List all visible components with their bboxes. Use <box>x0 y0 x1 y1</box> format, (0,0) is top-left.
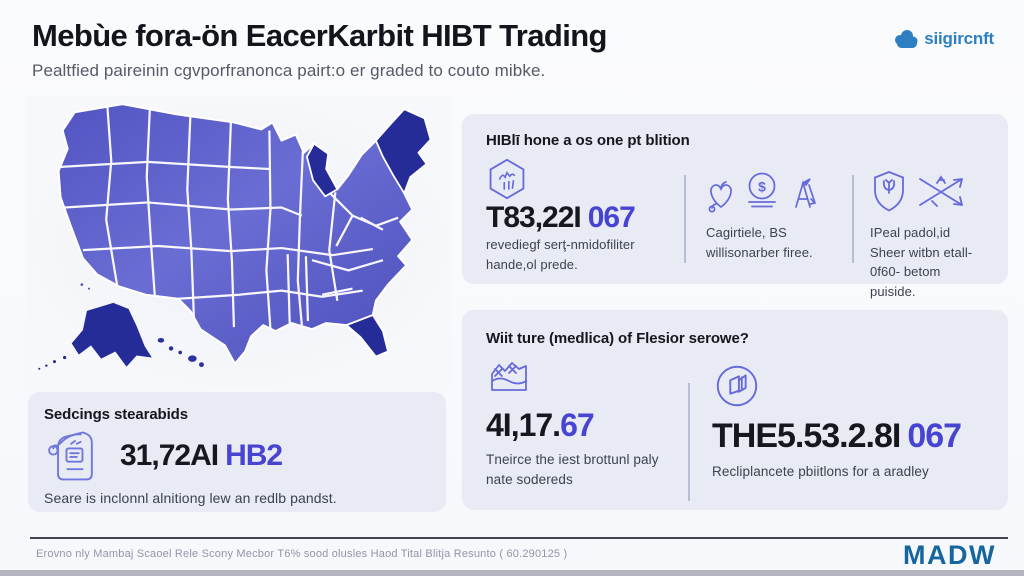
settings-value: 31,72AI HB2 <box>120 439 283 472</box>
state-florida <box>345 314 389 358</box>
state-michigan <box>306 142 339 198</box>
question-item: 4I,17.67 Tneirce the iest brottunl paly … <box>486 357 686 507</box>
stat-item: T83,22I 067 revediegf serţ-nmidofiliter h… <box>486 157 682 275</box>
page-subtitle: Pealtfied paireinin cgvporfranonca pairt… <box>32 61 546 80</box>
hexagon-molecule-icon <box>486 157 668 201</box>
question-caption: Tneirce the iest brottunl paly nate sode… <box>486 452 659 488</box>
stat-item: IPeal padol,id Sheer witbn etall-0f60- b… <box>850 157 986 299</box>
dark-states <box>306 108 432 358</box>
stat-caption: IPeal padol,id Sheer witbn etall-0f60- b… <box>870 225 973 299</box>
stats-panel: HIBlī hone a os one pt blition T83,22I 06… <box>462 114 1008 299</box>
us-states-map-svg <box>38 103 432 370</box>
question-panel-title: Wiit ture (medlica) of Flesior serowe? <box>486 330 749 347</box>
question-columns: 4I,17.67 Tneirce the iest brottunl paly … <box>486 357 986 507</box>
footer-note: Erovno nly Mambaj Scaoel Rele Scony Mecb… <box>36 548 568 560</box>
question-value: THE5.53.2.8I 067 <box>712 417 962 455</box>
dollar-coin-icon: $ <box>740 171 784 213</box>
stats-panel-title: HIBlī hone a os one pt blition <box>486 132 690 149</box>
stat-caption: Cagirtiele, BS willisonarber firee. <box>706 225 813 260</box>
settings-caption: Seare is inclonnl alnitiong lew an redlb… <box>44 490 337 506</box>
us-map <box>26 96 452 390</box>
settings-panel-title: Sedcings stearabids <box>44 406 188 423</box>
stat-item: $ Cagirtiele, BS willisonarber firee. <box>682 157 850 275</box>
divider <box>852 175 854 263</box>
stat-icons: $ <box>706 161 836 213</box>
state-northeast <box>374 108 432 195</box>
footer-divider <box>30 537 1008 539</box>
settings-row: 31,72AI HB2 <box>44 425 426 487</box>
circle-document-icon <box>712 361 986 411</box>
top-brand-logo: siigircnft <box>893 28 994 50</box>
question-panel: Wiit ture (medlica) of Flesior serowe? 4… <box>462 310 1008 510</box>
stat-value: T83,22I 067 <box>486 201 636 234</box>
stats-columns: T83,22I 067 revediegf serţ-nmidofiliter h… <box>486 157 986 299</box>
question-item: THE5.53.2.8I 067 Recliplancete pbiitlons … <box>686 357 986 507</box>
footer-brand-logo: MADW <box>903 540 996 570</box>
question-value: 4I,17.67 <box>486 407 595 443</box>
top-brand-name: siigircnft <box>924 29 994 48</box>
envelope-zigzag-icon <box>486 357 670 401</box>
state-borders <box>58 104 399 332</box>
question-caption: Recliplancete pbiitlons for a aradley <box>712 464 929 479</box>
hawaii <box>157 337 204 368</box>
house-document-icon <box>44 425 104 487</box>
crossed-arrows-icon <box>912 169 970 213</box>
heart-cherry-icon <box>706 177 736 213</box>
shield-tulip-icon <box>870 169 908 213</box>
stat-caption: revediegf serţ-nmidofiliter hande,ol pre… <box>486 237 635 272</box>
alaska <box>38 302 152 370</box>
divider <box>688 383 690 501</box>
stat-icons <box>870 161 984 213</box>
coastal-islands <box>80 283 90 290</box>
figure-flag-icon <box>788 171 818 213</box>
bottom-edge-strip <box>0 570 1024 576</box>
header: Mebùe fora-ön EacerKarbit HIBT Trading P… <box>32 18 892 81</box>
page-title: Mebùe fora-ön EacerKarbit HIBT Trading <box>32 18 607 53</box>
settings-panel: Sedcings stearabids 31,72AI HB2 Seare is … <box>28 392 446 512</box>
divider <box>684 175 686 263</box>
svg-text:$: $ <box>758 179 766 195</box>
paw-logo-icon <box>893 28 919 50</box>
